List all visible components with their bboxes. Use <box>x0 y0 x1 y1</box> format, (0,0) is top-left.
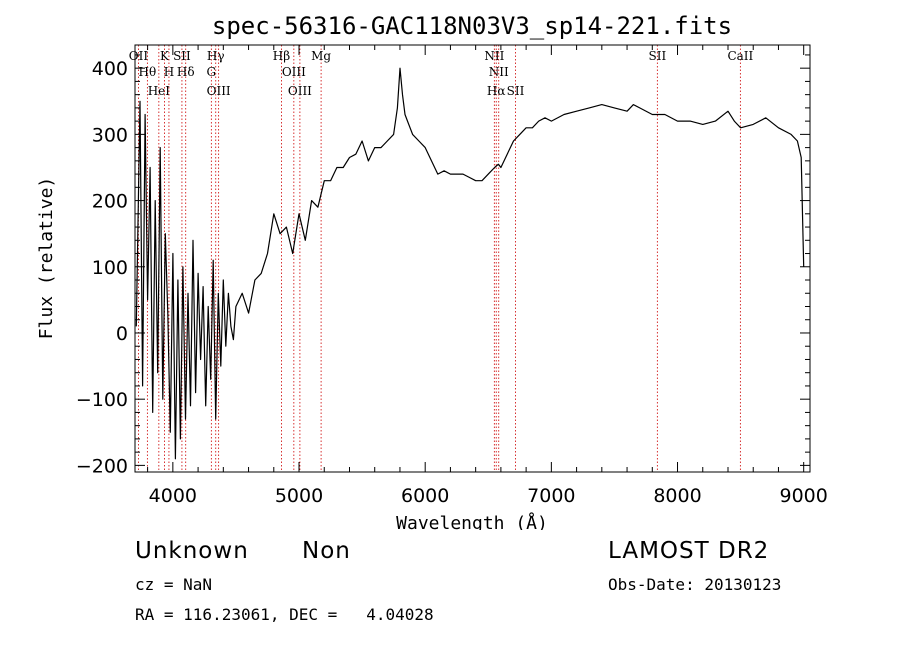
x-tick-label: 9000 <box>780 485 828 507</box>
x-axis-label: Wavelength (Å) <box>396 512 548 530</box>
y-tick-label: 0 <box>116 323 128 345</box>
x-tick-labels: 4000 5000 6000 7000 8000 9000 <box>149 485 828 507</box>
axis-ticks <box>135 45 810 472</box>
spectral-line-label: SII <box>648 49 666 63</box>
spectral-line-label: OIII <box>207 84 231 98</box>
spectral-line-label: G <box>207 65 217 79</box>
spectral-line-label: NII <box>489 65 509 79</box>
spectral-line-label: NII <box>484 49 504 63</box>
x-tick-label: 8000 <box>653 485 701 507</box>
y-tick-label: 400 <box>92 58 128 80</box>
spectral-line-label: Hγ <box>207 49 225 63</box>
coordinates: RA = 116.23061, DEC = 4.04028 <box>135 605 434 624</box>
x-tick-label: 5000 <box>275 485 323 507</box>
spectral-line-label: Hδ <box>177 65 195 79</box>
y-axis-label: Flux (relative) <box>36 177 57 340</box>
y-tick-label: −100 <box>76 389 128 411</box>
x-tick-label: 4000 <box>149 485 197 507</box>
observation-date: Obs-Date: 20130123 <box>608 575 782 594</box>
chart-title: spec-56316-GAC118N03V3_sp14-221.fits <box>212 12 732 40</box>
object-subclass: Non <box>302 538 351 564</box>
y-tick-label: 100 <box>92 257 128 279</box>
spectral-line-label: OIII <box>282 65 306 79</box>
y-tick-label: 200 <box>92 191 128 213</box>
spectral-lines: OII Hθ HeI KH SII Hδ Hγ G OIII Hβ OIII OIII Mg NII NII… <box>129 45 754 472</box>
spectral-line-label: K <box>160 49 170 63</box>
spectral-line-label: OII <box>129 49 149 63</box>
spectral-line-label: CaII <box>727 49 753 63</box>
spectral-line-label: HeI <box>148 84 171 98</box>
spectrum-series <box>135 67 805 460</box>
y-tick-labels: −200 −100 0 100 200 300 400 <box>76 58 128 477</box>
redshift-value: cz = NaN <box>135 575 213 594</box>
x-tick-label: 6000 <box>401 485 449 507</box>
spectral-line-label: Hθ <box>139 65 157 79</box>
spectral-line-label: Mg <box>311 49 331 63</box>
object-class: Unknown <box>135 538 249 564</box>
plot-frame <box>134 44 811 473</box>
spectral-line-label: SII <box>507 84 525 98</box>
spectrum-chart: spec-56316-GAC118N03V3_sp14-221.fits OII… <box>36 12 828 530</box>
survey-name: LAMOST DR2 <box>608 538 770 564</box>
x-tick-label: 7000 <box>527 485 575 507</box>
spectral-line-label: SII <box>173 49 191 63</box>
spectral-line-label: OIII <box>288 84 312 98</box>
y-tick-label: −200 <box>76 455 128 477</box>
spectral-line-label: Hβ <box>273 49 290 63</box>
spectral-line-label: Hα <box>487 84 506 98</box>
spectrum-line <box>135 67 805 460</box>
spectral-line-label: H <box>164 65 174 79</box>
y-tick-label: 300 <box>92 124 128 146</box>
